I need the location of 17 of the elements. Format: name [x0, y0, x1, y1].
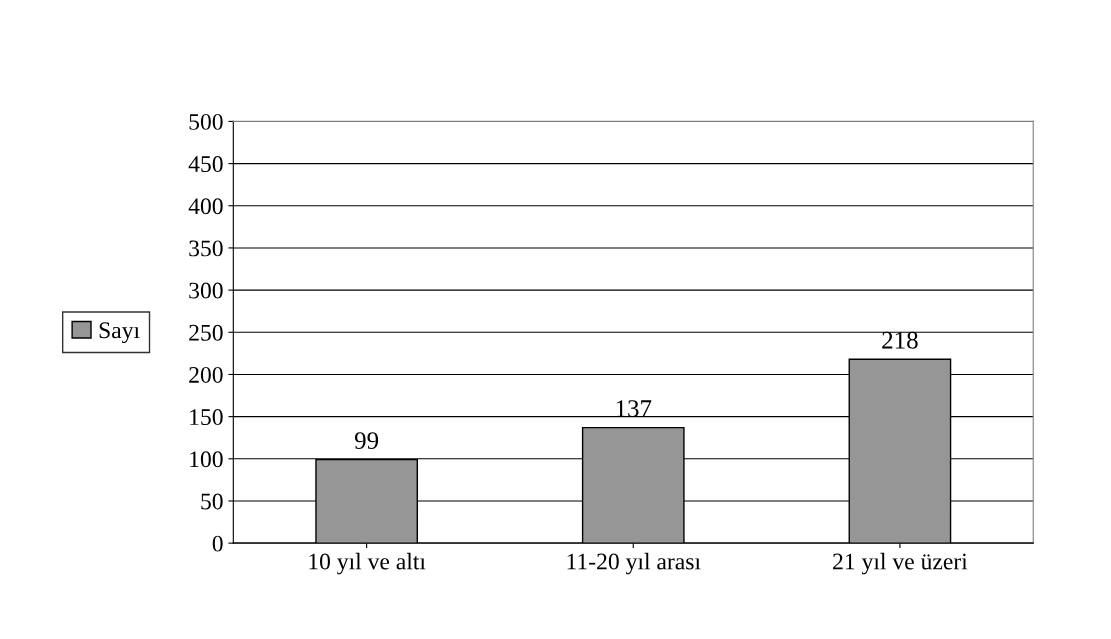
y-tick-label: 200 [189, 366, 223, 383]
x-tick-label: 11-20 yıl arası [567, 552, 701, 575]
y-tick-label: 450 [188, 156, 223, 173]
y-tick-label: 400 [188, 198, 223, 215]
legend-label: Sayı [99, 322, 140, 344]
y-tick-label: 300 [189, 282, 223, 299]
data-label: 99 [354, 432, 379, 450]
y-tick-label: 0 [212, 535, 223, 552]
y-tick-label: 250 [189, 324, 223, 341]
x-tick-label: 10 yıl ve altı [309, 552, 426, 575]
data-label: 218 [882, 331, 918, 349]
y-tick-label: 100 [190, 451, 223, 468]
y-tick-label: 50 [201, 493, 223, 510]
y-tick-label: 150 [190, 409, 223, 426]
x-tick-label: 21 yıl ve üzeri [833, 552, 968, 575]
y-tick-label: 500 [189, 113, 223, 130]
y-tick-label: 350 [189, 240, 223, 257]
